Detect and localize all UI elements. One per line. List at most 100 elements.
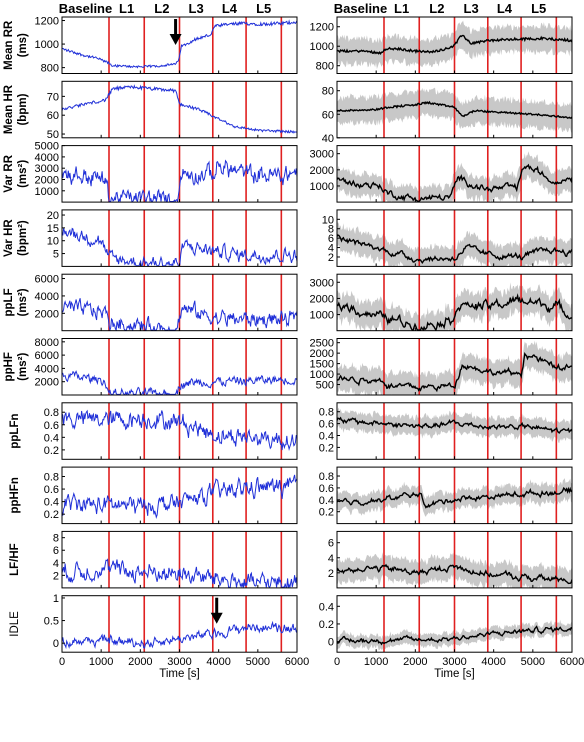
y-tick-label: 3000 [310, 277, 334, 289]
plot-area [337, 467, 572, 524]
y-tick-label: 4 [328, 553, 334, 565]
plot-area [62, 209, 297, 267]
plot-area [337, 81, 572, 138]
y-tick-label: 0.4 [44, 432, 59, 444]
group-mean-line [337, 416, 572, 434]
y-tick-label: 80 [322, 86, 334, 98]
y-axis-title-pplfn: ppLFn [9, 413, 21, 448]
y-tick-label: 1000 [35, 186, 59, 198]
y-tick-label: 6000 [35, 350, 59, 362]
y-axis-title-var_rr: Var RR (ms²) [3, 154, 29, 192]
x-tick-label: 2000 [403, 656, 427, 668]
y-tick-label: 4000 [35, 291, 59, 303]
x-axis-title-left: Time [s] [159, 668, 199, 680]
y-tick-label: 0 [53, 638, 59, 650]
phase-label-4-left: L3 [189, 1, 204, 16]
y-tick-label: 1000 [310, 369, 334, 381]
x-tick-label: 0 [59, 656, 65, 668]
y-tick-label: 0.2 [44, 445, 59, 457]
y-tick-label: 1000 [310, 41, 334, 53]
y-tick-label: 2000 [35, 308, 59, 320]
y-tick-label: 20 [47, 210, 59, 222]
y-tick-label: 800 [41, 63, 59, 75]
y-tick-label: 4 [53, 558, 59, 570]
y-tick-label: 2000 [35, 377, 59, 389]
panel-pplfn-left: 0.80.60.40.2 [44, 402, 298, 460]
panel-pplf-left: 6000 4000 2000 [35, 274, 298, 332]
plot-area [62, 81, 297, 138]
y-tick-label: 0.4 [44, 497, 59, 509]
y-tick-label: 2500 [310, 338, 334, 350]
y-tick-label: 0.2 [319, 507, 334, 519]
x-tick-label: 2000 [128, 656, 152, 668]
y-tick-label: 0.4 [319, 431, 334, 443]
y-tick-label: 6 [328, 233, 334, 245]
individual-line [62, 558, 297, 588]
y-tick-label: 8 [53, 533, 59, 545]
y-tick-label: 6 [328, 538, 334, 550]
x-tick-label: 4000 [481, 656, 505, 668]
phase-label-1-left: Baseline [59, 1, 112, 16]
y-tick-label: 0.8 [44, 472, 59, 484]
panel-mean_hr-right: 80 60 40 [322, 80, 573, 145]
panel-mean_rr-left: 1200 1000 800 [35, 16, 298, 75]
y-tick-label: 4000 [35, 152, 59, 164]
panel-lf_hf-right: 6 4 2 [328, 530, 573, 589]
y-tick-label: 2 [53, 570, 59, 582]
plot-area [62, 338, 297, 395]
panel-pplf-right: 3000 2000 1000 [310, 273, 573, 332]
y-tick-label: 1 [53, 593, 59, 605]
y-tick-label: 0.2 [44, 509, 59, 521]
panel-mean_rr-right: 1200 1000 800 [310, 16, 573, 74]
y-tick-label: 0.6 [319, 483, 334, 495]
plot-area [62, 467, 297, 524]
panel-pphfn-left: 0.80.60.40.2 [44, 466, 298, 525]
y-tick-label: 0.4 [319, 495, 334, 507]
y-tick-label: 6 [53, 545, 59, 557]
group-mean-line [337, 563, 572, 585]
y-tick-label: 800 [316, 61, 334, 73]
panel-var_rr-right: 3000 2000 1000 [310, 145, 573, 203]
y-tick-label: 2 [328, 252, 334, 264]
y-tick-label: 0.6 [44, 420, 59, 432]
individual-line [62, 620, 297, 650]
y-tick-label: 50 [47, 129, 59, 141]
y-axis-title-pplf: ppLF (ms²) [3, 288, 29, 316]
phase-label-5-right: L4 [497, 1, 513, 16]
x-tick-label: 1000 [89, 656, 113, 668]
x-tick-label: 6000 [285, 656, 309, 668]
y-axis-title-mean_rr: Mean RR (ms) [3, 20, 29, 70]
group-mean-line [337, 293, 572, 331]
individual-line [62, 84, 297, 134]
y-tick-label: 60 [322, 109, 334, 121]
group-mean-line [337, 100, 572, 119]
y-axis-title-pphfn: ppHFn [9, 477, 21, 513]
y-tick-label: 5 [53, 249, 59, 261]
group-mean-line [337, 486, 572, 509]
plot-area [62, 595, 297, 653]
y-tick-label: 1000 [310, 181, 334, 193]
y-tick-label: 10 [47, 236, 59, 248]
individual-line [62, 474, 297, 519]
plot-area [337, 402, 572, 460]
y-tick-label: 1000 [310, 310, 334, 322]
phase-label-1-right: Baseline [334, 1, 387, 16]
individual-line [62, 298, 297, 331]
y-tick-label: 8000 [35, 337, 59, 349]
panel-idle-left: 10.50 [44, 593, 298, 653]
plot-area [337, 274, 572, 331]
y-tick-label: 500 [316, 380, 334, 392]
y-tick-label: 5000 [35, 141, 59, 153]
phase-label-4-right: L3 [464, 1, 479, 16]
plot-area [337, 145, 572, 203]
phase-label-6-left: L5 [256, 1, 271, 16]
y-axis-title-pphf: ppHF (ms²) [3, 352, 29, 381]
y-tick-label: 2000 [310, 293, 334, 305]
panel-mean_hr-left: 70 60 50 [47, 80, 298, 141]
y-tick-label: 2 [328, 568, 334, 580]
